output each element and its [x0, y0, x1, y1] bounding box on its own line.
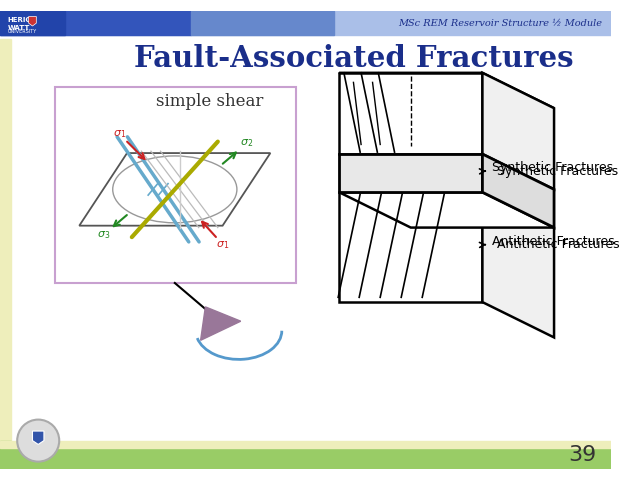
Text: Antithetic Fractures: Antithetic Fractures [497, 238, 620, 251]
Text: HERIOT: HERIOT [8, 17, 37, 24]
Text: $\sigma_1$: $\sigma_1$ [113, 128, 126, 140]
Bar [56, 87, 296, 283]
Bar [0, 441, 611, 448]
Polygon shape [33, 431, 44, 444]
Bar [0, 11, 611, 35]
Bar [0, 448, 611, 469]
Bar [0, 39, 12, 441]
Text: Antithetic Fractures: Antithetic Fractures [479, 235, 614, 248]
Bar [0, 441, 12, 469]
Circle shape [17, 420, 60, 462]
Polygon shape [339, 154, 483, 192]
Text: Fault-Associated Fractures: Fault-Associated Fractures [134, 44, 573, 73]
Bar [0, 11, 191, 35]
Text: Synthetic Fractures: Synthetic Fractures [479, 161, 613, 174]
Polygon shape [339, 192, 554, 228]
Bar [0, 11, 65, 35]
Polygon shape [29, 16, 36, 26]
Text: $\sigma_2$: $\sigma_2$ [240, 138, 253, 149]
Polygon shape [483, 192, 554, 337]
Polygon shape [339, 192, 483, 302]
Text: 39: 39 [568, 445, 597, 465]
Polygon shape [483, 154, 554, 228]
Text: WATT: WATT [8, 25, 30, 31]
Text: MSc REM Reservoir Structure ½ Module: MSc REM Reservoir Structure ½ Module [398, 19, 602, 28]
Text: UNIVERSITY: UNIVERSITY [8, 29, 37, 34]
Text: Synthetic Fractures: Synthetic Fractures [497, 165, 618, 178]
Text: $\sigma_1$: $\sigma_1$ [216, 239, 229, 251]
Polygon shape [200, 307, 241, 340]
Text: $\sigma_3$: $\sigma_3$ [97, 229, 110, 241]
Text: simple shear: simple shear [156, 93, 264, 110]
Bar [191, 11, 334, 35]
Polygon shape [339, 73, 483, 154]
Polygon shape [483, 73, 554, 190]
Polygon shape [339, 73, 554, 108]
Text: what tends to be open?: what tends to be open? [341, 117, 538, 134]
